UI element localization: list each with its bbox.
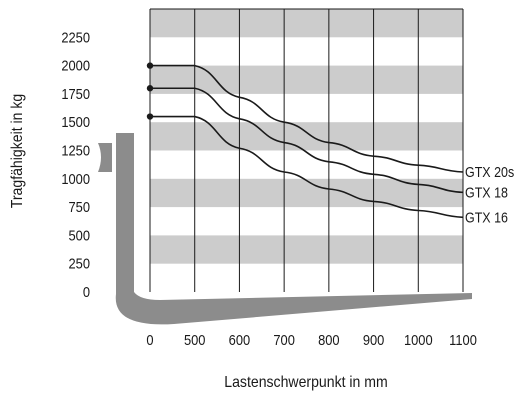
gray-band [150,235,463,264]
series-labels: GTX 20s GTX 18 GTX 16 [465,164,514,225]
y-axis-title: Tragfähigkeit in kg [8,94,26,208]
series-markers [146,62,154,120]
x-tick-label: 600 [229,331,251,348]
gray-band [150,65,463,94]
x-axis-title: Lastenschwerpunkt in mm [224,373,387,391]
series-start-marker [146,62,154,69]
series-start-marker [146,85,154,92]
y-tick-label: 0 [83,283,90,300]
y-tick-label: 1250 [61,142,90,159]
fork-icon [98,133,472,325]
plot-background-bands [150,9,463,292]
series-label: GTX 18 [465,185,508,201]
series-line [150,115,464,219]
series-start-marker [146,113,154,120]
y-tick-label: 250 [69,255,91,272]
y-tick-label: 1750 [61,85,90,102]
x-tick-label: 500 [184,331,206,348]
vertical-gridlines [149,8,464,292]
series-label: GTX 20s [465,164,514,180]
x-tick-label: 900 [363,331,385,348]
y-tick-label: 1500 [61,113,90,130]
x-tick-label: 700 [273,331,295,348]
y-tick-label: 500 [69,226,91,243]
gray-band [150,9,463,38]
y-tick-label: 1000 [61,170,90,187]
y-axis-tick-labels: 0 250 500 750 1000 1250 1500 1750 2000 2250 [61,28,90,300]
series-line [150,87,464,194]
x-tick-label: 800 [318,331,340,348]
x-tick-label: 0 [146,331,153,348]
y-tick-label: 2250 [61,28,90,45]
y-tick-label: 750 [69,198,91,215]
gray-band [150,178,463,208]
y-tick-label: 2000 [61,57,90,74]
series-lines [150,64,464,219]
x-tick-label: 1100 [449,331,477,348]
series-label: GTX 16 [465,209,508,225]
gray-band [150,122,463,151]
x-tick-label: 1000 [404,331,433,348]
x-axis-tick-labels: 0 500 600 700 800 900 1000 1100 [146,331,477,348]
series-line [150,64,464,173]
